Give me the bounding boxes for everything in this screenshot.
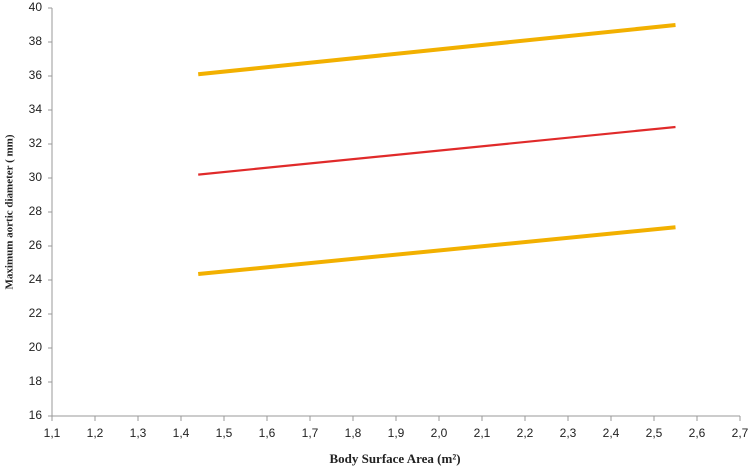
x-tick-label: 2,5 [646, 426, 663, 440]
x-tick-label: 2,0 [431, 426, 448, 440]
y-tick-label: 40 [29, 0, 43, 14]
x-tick-label: 1,8 [345, 426, 362, 440]
y-tick-label: 34 [29, 102, 43, 116]
x-tick-label: 2,7 [732, 426, 749, 440]
x-tick-label: 2,4 [603, 426, 620, 440]
x-tick-label: 2,6 [689, 426, 706, 440]
y-tick-label: 20 [29, 340, 43, 354]
x-tick-label: 1,6 [259, 426, 276, 440]
x-tick-label: 1,9 [388, 426, 405, 440]
x-tick-label: 1,5 [216, 426, 233, 440]
x-tick-label: 1,3 [130, 426, 147, 440]
y-tick-label: 28 [29, 204, 43, 218]
y-tick-label: 36 [29, 68, 43, 82]
line [198, 225, 676, 277]
x-tick-label: 1,7 [302, 426, 319, 440]
line [197, 23, 676, 77]
y-tick-label: 16 [29, 408, 43, 422]
y-tick-label: 26 [29, 238, 43, 252]
x-tick-label: 1,1 [44, 426, 61, 440]
x-tick-label: 1,4 [173, 426, 190, 440]
y-tick-label: 38 [29, 34, 43, 48]
x-tick-label: 2,2 [517, 426, 534, 440]
y-tick-label: 24 [29, 272, 43, 286]
x-tick-label: 2,1 [474, 426, 491, 440]
x-axis-title: Body Surface Area (m²) [329, 451, 460, 466]
x-tick-label: 2,3 [560, 426, 577, 440]
y-tick-label: 22 [29, 306, 43, 320]
y-tick-label: 18 [29, 374, 43, 388]
line [198, 125, 676, 176]
y-tick-label: 30 [29, 170, 43, 184]
x-tick-label: 1,2 [87, 426, 104, 440]
y-axis-title: Maximum aortic diameter ( mm) [4, 134, 16, 289]
y-tick-label: 32 [29, 136, 43, 150]
